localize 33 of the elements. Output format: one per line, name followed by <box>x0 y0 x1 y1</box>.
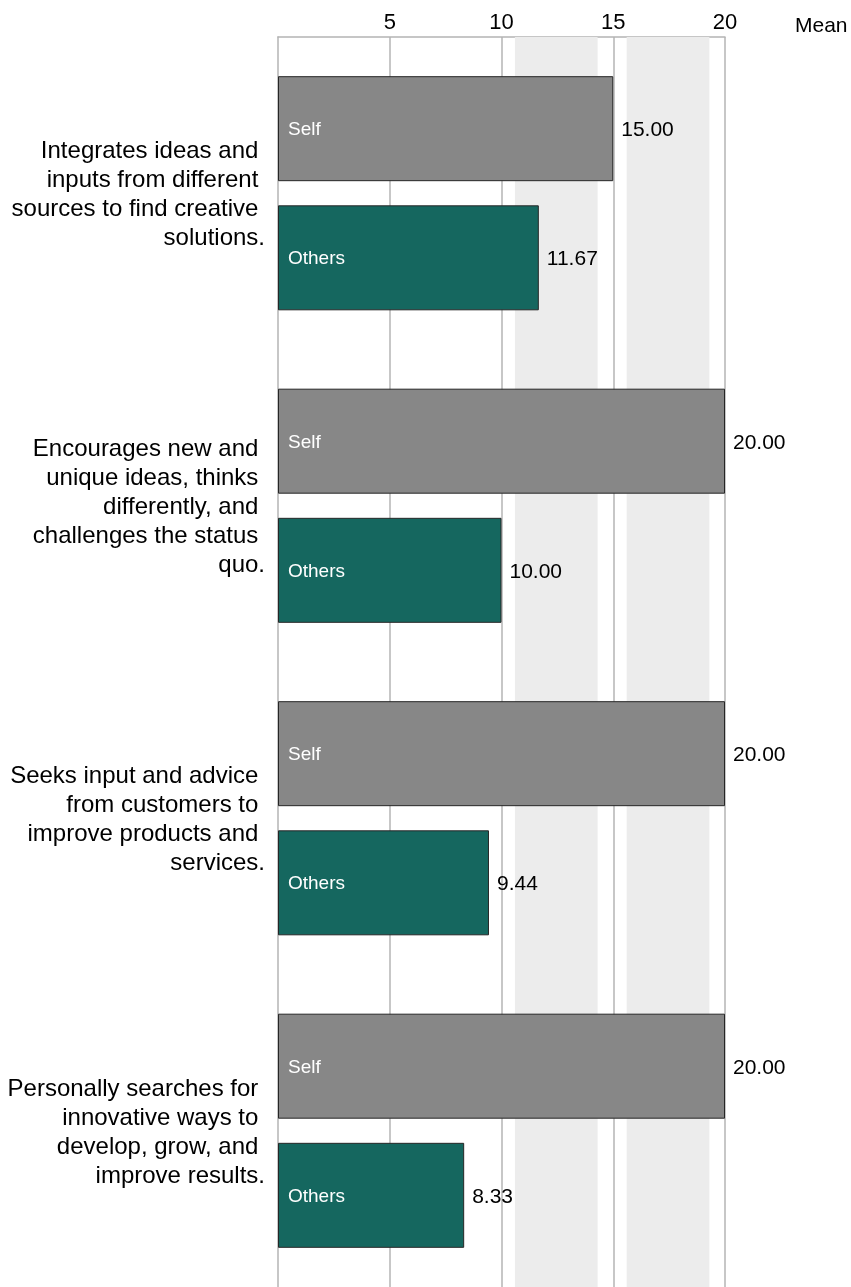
data-label: 15.00 <box>621 117 674 141</box>
text: Others <box>288 1184 346 1206</box>
bar <box>278 388 725 494</box>
bar <box>278 1142 465 1248</box>
data-label: 9.44 <box>496 871 539 895</box>
text: Mean <box>795 12 848 36</box>
x-tick-label: 5 <box>383 8 396 34</box>
x-tick-label: 15 <box>601 8 626 34</box>
text: Self <box>288 430 321 452</box>
data-label: 20.00 <box>733 742 786 766</box>
data-label: 11.67 <box>546 246 598 270</box>
series-label: Others <box>288 247 346 269</box>
y-tick-label: Integrates ideas and inputs from different sources to find creative solutions. <box>11 136 265 251</box>
series-label: Self <box>288 118 322 140</box>
data-label: 8.33 <box>472 1183 514 1207</box>
y-tick-label: Seeks input and advice from customers to improve products and services. <box>10 761 265 876</box>
bar <box>278 205 539 311</box>
y-tick-label: Encourages new and unique ideas, thinks differently, and challenges the status quo. <box>32 434 265 578</box>
bar <box>278 76 614 182</box>
bar <box>278 830 489 936</box>
bar <box>278 517 502 623</box>
text: Self <box>288 743 321 765</box>
y-tick-label: Personally searches for innovative ways to develop, grow, and improve results. <box>7 1073 265 1188</box>
x-tick-label: 10 <box>489 8 514 34</box>
x-tick-label: 20 <box>712 8 738 34</box>
data-label: 20.00 <box>733 429 786 453</box>
data-label: 20.00 <box>733 1054 786 1078</box>
text: Self <box>288 1055 321 1077</box>
text: Others <box>288 559 346 581</box>
data-label: 10.00 <box>509 558 563 582</box>
bar <box>278 1013 725 1119</box>
bar <box>278 701 725 807</box>
text: Others <box>288 872 346 894</box>
